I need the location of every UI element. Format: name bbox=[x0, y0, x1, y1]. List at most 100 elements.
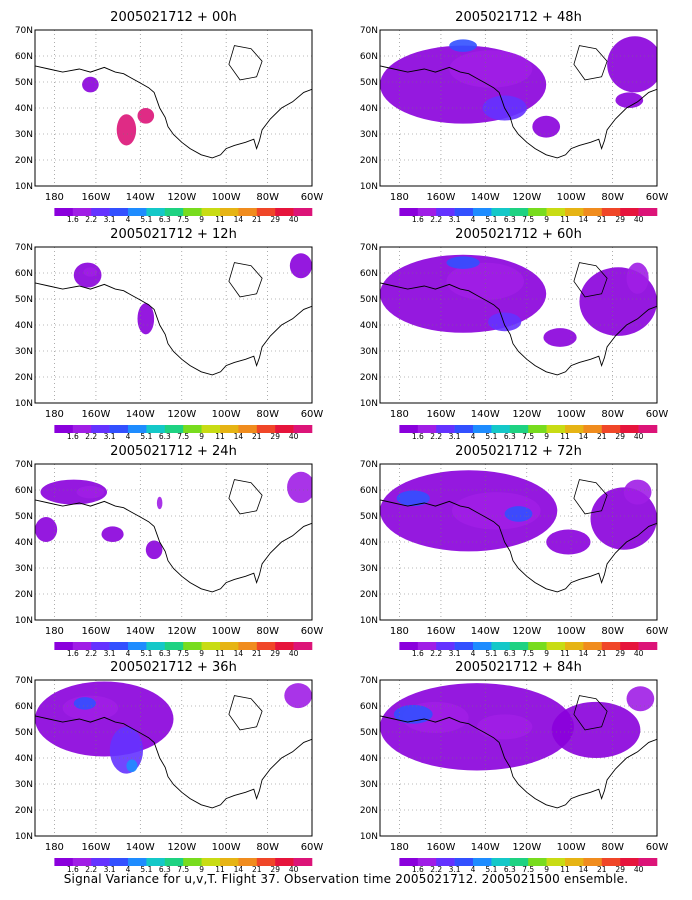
variance-contour bbox=[532, 115, 561, 138]
variance-contour bbox=[76, 485, 105, 499]
latitude-label: 10N bbox=[15, 616, 33, 626]
colorbar-label: 5.1 bbox=[140, 432, 152, 441]
colorbar-swatch bbox=[72, 858, 92, 866]
variance-contour bbox=[504, 506, 533, 522]
colorbar-swatch bbox=[146, 858, 166, 866]
longitude-label: 160W bbox=[81, 192, 110, 203]
colorbar-swatch bbox=[91, 208, 110, 216]
longitude-label: 160W bbox=[426, 626, 455, 637]
longitude-label: 100W bbox=[557, 842, 586, 853]
latitude-label: 10N bbox=[15, 832, 33, 842]
longitude-label: 100W bbox=[557, 409, 586, 420]
colorbar-swatch bbox=[509, 208, 529, 216]
colorbar-swatch bbox=[219, 208, 239, 216]
longitude-label: 140W bbox=[471, 842, 500, 853]
colorbar-swatch bbox=[219, 642, 239, 650]
colorbar-label: 4 bbox=[126, 432, 131, 441]
colorbar-label: 7.5 bbox=[522, 215, 534, 224]
latitude-label: 60N bbox=[15, 52, 33, 62]
longitude-label: 140W bbox=[126, 626, 155, 637]
colorbar-swatch bbox=[399, 642, 419, 650]
colorbar-label: 3.1 bbox=[449, 649, 461, 658]
colorbar-label: 6.3 bbox=[504, 432, 516, 441]
colorbar-swatch bbox=[417, 208, 437, 216]
colorbar-swatch bbox=[91, 425, 110, 433]
colorbar-label: 7.5 bbox=[522, 865, 534, 874]
colorbar-swatch bbox=[201, 858, 221, 866]
variance-contour bbox=[137, 108, 155, 124]
colorbar-label: 7.5 bbox=[177, 865, 189, 874]
variance-contour bbox=[623, 479, 652, 505]
colorbar-label: 29 bbox=[615, 865, 625, 874]
colorbar-swatch bbox=[638, 858, 658, 866]
colorbar-label: 1.6 bbox=[67, 649, 79, 658]
longitude-label: 120W bbox=[512, 192, 541, 203]
colorbar-swatch bbox=[436, 858, 455, 866]
latitude-label: 60N bbox=[360, 702, 378, 712]
colorbar-swatch bbox=[601, 642, 621, 650]
variance-contour bbox=[289, 253, 312, 279]
colorbar-label: 29 bbox=[270, 432, 280, 441]
longitude-label: 80W bbox=[256, 192, 279, 203]
latitude-label: 40N bbox=[15, 754, 33, 764]
colorbar-swatch bbox=[109, 208, 129, 216]
map-panel: 2005021712 + 84h 70N 60N 50N 40N 30N 20N 10N 180… bbox=[360, 660, 669, 874]
colorbar-label: 9 bbox=[199, 215, 204, 224]
colorbar-label: 1.6 bbox=[67, 432, 79, 441]
colorbar-swatch bbox=[72, 642, 92, 650]
colorbar-label: 5.1 bbox=[485, 865, 497, 874]
coastline bbox=[380, 499, 657, 593]
latitude-label: 60N bbox=[360, 486, 378, 496]
colorbar-label: 14 bbox=[234, 215, 244, 224]
variance-contour bbox=[145, 540, 163, 560]
variance-contour bbox=[40, 479, 108, 505]
colorbar-swatch bbox=[491, 208, 511, 216]
colorbar-swatch bbox=[583, 425, 603, 433]
colorbar-swatch bbox=[546, 642, 566, 650]
longitude-label: 100W bbox=[557, 626, 586, 637]
latitude-label: 30N bbox=[360, 564, 378, 574]
colorbar-swatch bbox=[638, 425, 658, 433]
colorbar-swatch bbox=[546, 208, 566, 216]
colorbar-label: 1.6 bbox=[412, 649, 424, 658]
panel-title: 2005021712 + 24h bbox=[110, 444, 237, 459]
colorbar-label: 2.2 bbox=[85, 432, 97, 441]
colorbar-swatch bbox=[238, 858, 258, 866]
colorbar-swatch bbox=[109, 642, 129, 650]
hudson-bay-outline bbox=[228, 45, 263, 81]
latitude-label: 40N bbox=[360, 538, 378, 548]
map-panel: 2005021712 + 12h 70N 60N 50N 40N 30N 20N 10N 180… bbox=[15, 227, 324, 441]
longitude-label: 180 bbox=[390, 192, 409, 203]
latitude-label: 60N bbox=[15, 486, 33, 496]
latitude-label: 60N bbox=[360, 52, 378, 62]
colorbar-label: 40 bbox=[634, 865, 644, 874]
longitude-label: 100W bbox=[557, 192, 586, 203]
variance-shading bbox=[73, 253, 312, 335]
colorbar-swatch bbox=[72, 208, 92, 216]
variance-shading bbox=[82, 76, 155, 146]
latitude-label: 10N bbox=[360, 616, 378, 626]
map-frame bbox=[34, 246, 313, 404]
variance-contour bbox=[126, 759, 138, 773]
colorbar-label: 6.3 bbox=[159, 649, 171, 658]
longitude-label: 140W bbox=[126, 192, 155, 203]
colorbar-swatch bbox=[127, 208, 147, 216]
variance-contour bbox=[109, 726, 144, 774]
longitude-label: 80W bbox=[601, 192, 624, 203]
colorbar-label: 14 bbox=[234, 865, 244, 874]
longitude-label: 160W bbox=[426, 842, 455, 853]
colorbar-swatch bbox=[620, 425, 639, 433]
variance-shading bbox=[380, 683, 655, 771]
colorbar-label: 7.5 bbox=[522, 649, 534, 658]
colorbar-swatch bbox=[127, 642, 147, 650]
colorbar-swatch bbox=[601, 208, 621, 216]
longitude-label: 60W bbox=[301, 842, 324, 853]
colorbar-label: 9 bbox=[544, 649, 549, 658]
colorbar-label: 4 bbox=[471, 432, 476, 441]
colorbar-label: 21 bbox=[597, 649, 607, 658]
colorbar-label: 6.3 bbox=[159, 215, 171, 224]
latitude-label: 50N bbox=[15, 512, 33, 522]
latitude-label: 70N bbox=[15, 26, 33, 36]
colorbar-swatch bbox=[528, 425, 547, 433]
longitude-label: 180 bbox=[45, 192, 64, 203]
